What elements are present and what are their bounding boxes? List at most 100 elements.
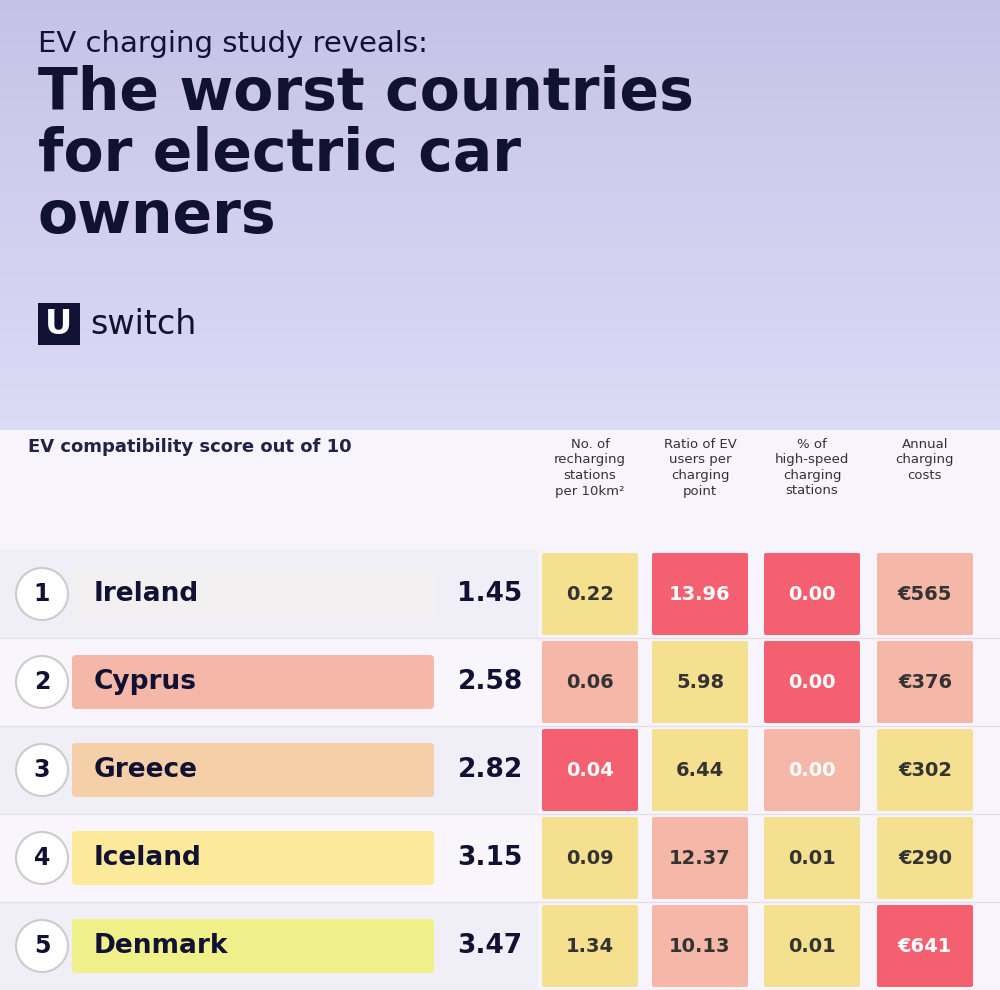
Bar (0, 198, 1000, 199)
Bar (0, 108, 1000, 109)
Bar (0, 36, 1000, 38)
Bar (0, 156, 1000, 157)
FancyBboxPatch shape (652, 817, 748, 899)
Bar (0, 259, 1000, 261)
Text: No. of
recharging
stations
per 10km²: No. of recharging stations per 10km² (554, 438, 626, 498)
Bar (0, 427, 1000, 429)
Text: 0.06: 0.06 (566, 672, 614, 691)
Bar (0, 412, 1000, 413)
FancyBboxPatch shape (764, 641, 860, 723)
Bar (0, 550, 538, 638)
Text: 0.01: 0.01 (788, 848, 836, 867)
FancyBboxPatch shape (72, 655, 434, 709)
Bar (0, 326, 1000, 327)
FancyBboxPatch shape (542, 905, 638, 987)
FancyBboxPatch shape (542, 553, 638, 635)
Bar (0, 362, 1000, 364)
Bar (0, 167, 1000, 169)
Bar (0, 262, 1000, 263)
Bar (0, 30, 1000, 32)
Bar (0, 144, 1000, 145)
Bar (0, 317, 1000, 318)
Bar (0, 372, 1000, 374)
Bar (0, 6, 1000, 7)
Bar (0, 209, 1000, 211)
Circle shape (16, 920, 68, 972)
Text: 3: 3 (34, 758, 50, 782)
Text: Denmark: Denmark (94, 933, 228, 959)
Bar (0, 301, 1000, 302)
Text: €565: €565 (898, 584, 952, 604)
Bar (0, 403, 1000, 404)
Bar (0, 337, 1000, 339)
Bar (0, 401, 1000, 403)
Bar (0, 391, 1000, 393)
Bar (0, 178, 1000, 179)
Bar (0, 70, 1000, 71)
Bar (0, 249, 1000, 250)
Bar (0, 282, 1000, 284)
Bar (0, 387, 1000, 388)
Bar (0, 346, 1000, 348)
Text: Greece: Greece (94, 757, 198, 783)
Bar (0, 252, 1000, 253)
Bar (0, 334, 1000, 336)
Bar (0, 247, 1000, 248)
Bar (0, 227, 1000, 228)
FancyBboxPatch shape (72, 831, 434, 885)
Bar (0, 150, 1000, 151)
Bar (0, 300, 1000, 301)
Bar (0, 142, 1000, 144)
Bar (0, 204, 1000, 205)
Bar (0, 67, 1000, 68)
Bar (0, 54, 1000, 55)
Bar (0, 231, 1000, 233)
Bar (0, 222, 1000, 224)
Bar (0, 288, 1000, 289)
Text: 3.47: 3.47 (457, 933, 523, 959)
Bar (0, 406, 1000, 407)
Text: €290: €290 (898, 848, 952, 867)
Bar (0, 83, 1000, 84)
Bar (0, 7, 1000, 9)
Bar (0, 342, 1000, 343)
Bar (0, 42, 1000, 43)
Bar (0, 393, 1000, 394)
Text: Iceland: Iceland (94, 845, 202, 871)
Bar (0, 313, 1000, 314)
Bar (0, 414, 1000, 416)
Bar (0, 77, 1000, 79)
Bar (0, 71, 1000, 73)
FancyBboxPatch shape (542, 817, 638, 899)
Bar (0, 4, 1000, 6)
Bar (0, 349, 1000, 351)
FancyBboxPatch shape (542, 729, 638, 811)
Bar (0, 407, 1000, 409)
Bar (0, 113, 1000, 115)
Bar (0, 235, 1000, 237)
FancyBboxPatch shape (877, 905, 973, 987)
Bar (0, 308, 1000, 310)
Text: 3.15: 3.15 (457, 845, 523, 871)
Bar (0, 243, 1000, 244)
FancyBboxPatch shape (652, 553, 748, 635)
Bar (0, 261, 1000, 262)
Text: €376: €376 (898, 672, 952, 691)
Bar (0, 294, 1000, 295)
Bar (0, 79, 1000, 80)
Text: 1: 1 (34, 582, 50, 606)
Bar (0, 253, 1000, 255)
Bar (0, 55, 1000, 57)
Bar (0, 354, 1000, 355)
Bar (0, 157, 1000, 159)
Bar (0, 16, 1000, 17)
Bar (0, 63, 1000, 64)
Bar (0, 330, 1000, 331)
Bar (0, 310, 1000, 311)
Bar (0, 430, 1000, 990)
Bar (0, 3, 1000, 4)
Bar (0, 149, 1000, 150)
FancyBboxPatch shape (652, 729, 748, 811)
Bar (0, 383, 1000, 384)
Bar (0, 230, 1000, 231)
